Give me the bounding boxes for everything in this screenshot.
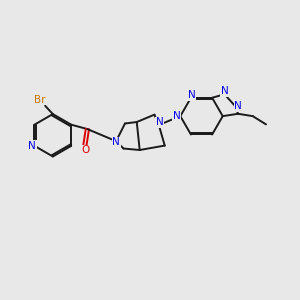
Text: N: N (188, 90, 195, 100)
Text: N: N (234, 101, 242, 111)
Text: N: N (28, 141, 36, 151)
Text: N: N (173, 111, 181, 121)
Text: N: N (155, 117, 163, 127)
Text: Br: Br (34, 95, 46, 105)
Text: O: O (81, 145, 89, 155)
Text: N: N (112, 137, 120, 147)
Text: N: N (220, 86, 228, 96)
